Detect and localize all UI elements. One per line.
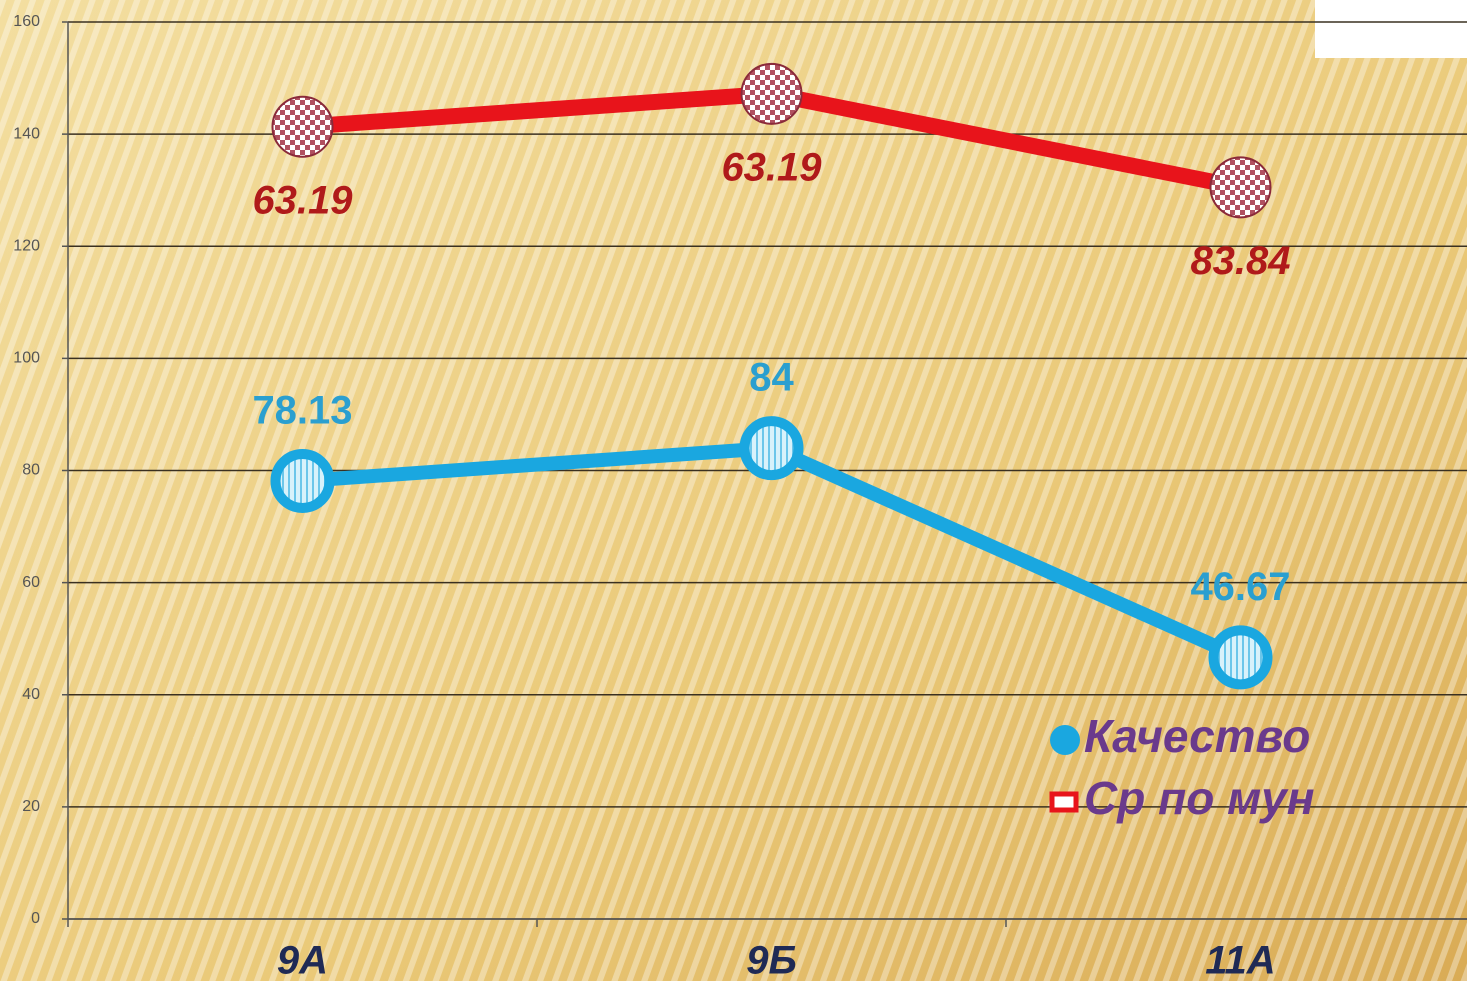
x-tick-label: 11А xyxy=(1205,939,1275,981)
x-tick-label: 9Б xyxy=(746,939,797,981)
data-label: 46.67 xyxy=(1190,565,1290,609)
white-box xyxy=(1315,0,1467,58)
data-label: 63.19 xyxy=(721,145,822,189)
point xyxy=(270,448,335,513)
legend-marker xyxy=(1050,725,1080,755)
point xyxy=(739,416,804,481)
point xyxy=(1209,156,1272,219)
data-label: 63.19 xyxy=(252,178,353,222)
y-tick-label: 0 xyxy=(31,910,40,927)
y-tick-label: 100 xyxy=(13,350,40,367)
data-label: 84 xyxy=(749,356,794,400)
y-tick-label: 80 xyxy=(22,462,40,479)
x-tick-label: 9А xyxy=(277,939,328,981)
y-tick-label: 40 xyxy=(22,686,40,703)
y-tick-label: 60 xyxy=(22,574,40,591)
data-label: 78.13 xyxy=(252,389,352,433)
legend-marker xyxy=(1049,791,1079,813)
point xyxy=(1208,625,1273,690)
legend-label: Качество xyxy=(1084,710,1310,762)
point xyxy=(740,62,803,125)
y-tick-label: 140 xyxy=(13,125,40,142)
y-tick-label: 120 xyxy=(13,237,40,254)
point xyxy=(271,95,334,158)
y-tick-label: 160 xyxy=(13,13,40,30)
legend-label: Ср по мун xyxy=(1084,772,1314,824)
y-tick-label: 20 xyxy=(22,798,40,815)
data-label: 83.84 xyxy=(1190,239,1290,283)
